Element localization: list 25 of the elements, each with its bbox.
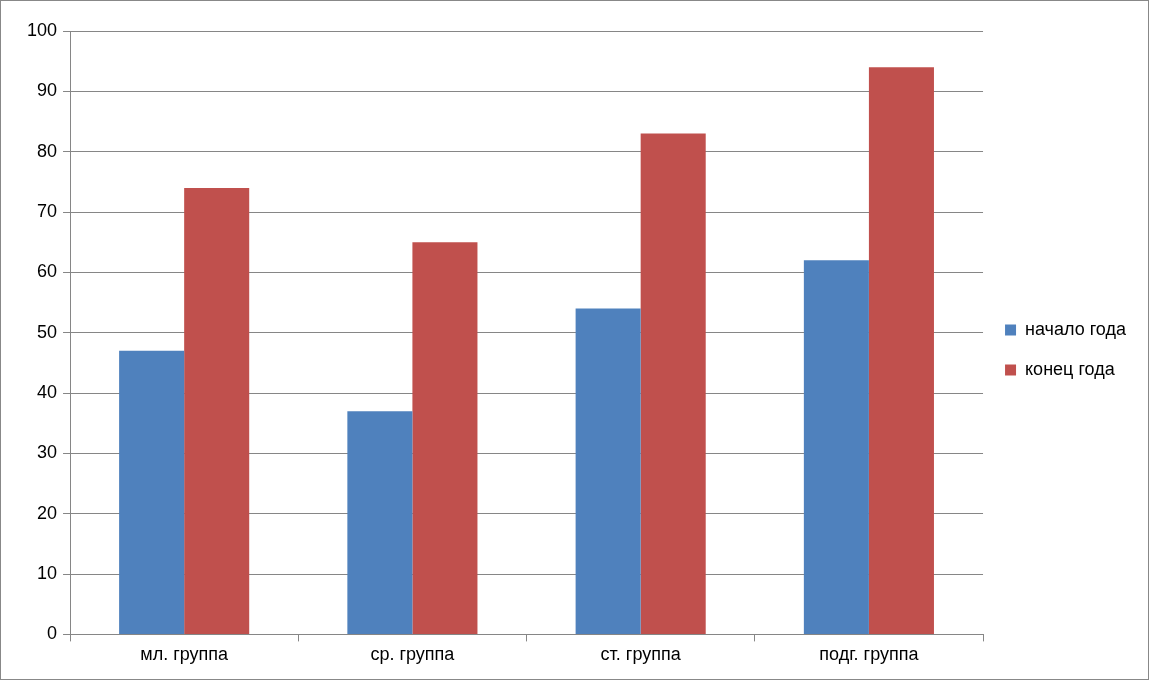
bar [575, 308, 641, 634]
x-tick-label: ср. группа [370, 644, 456, 665]
y-tick-label: 70 [37, 200, 58, 221]
bar [640, 133, 706, 634]
y-tick-label: 100 [26, 19, 58, 40]
bar [803, 260, 869, 634]
y-tick-label: 40 [37, 382, 58, 403]
y-tick-label: 50 [37, 321, 58, 342]
legend-label: конец года [1025, 358, 1116, 379]
x-tick-label: ст. группа [600, 644, 682, 665]
y-tick-label: 10 [37, 563, 58, 584]
bar [412, 242, 478, 634]
y-tick-label: 30 [37, 442, 58, 463]
y-tick-label: 90 [37, 80, 58, 101]
y-tick-label: 80 [37, 140, 58, 161]
y-tick-label: 20 [37, 502, 58, 523]
bar [119, 350, 185, 634]
y-tick-label: 0 [47, 623, 58, 644]
x-tick-label: мл. группа [140, 644, 230, 665]
bar [347, 411, 413, 634]
y-tick-label: 60 [37, 261, 58, 282]
x-tick-label: подг. группа [819, 644, 920, 665]
legend-label: начало года [1025, 318, 1127, 339]
bar [184, 187, 250, 634]
bar [868, 67, 934, 634]
